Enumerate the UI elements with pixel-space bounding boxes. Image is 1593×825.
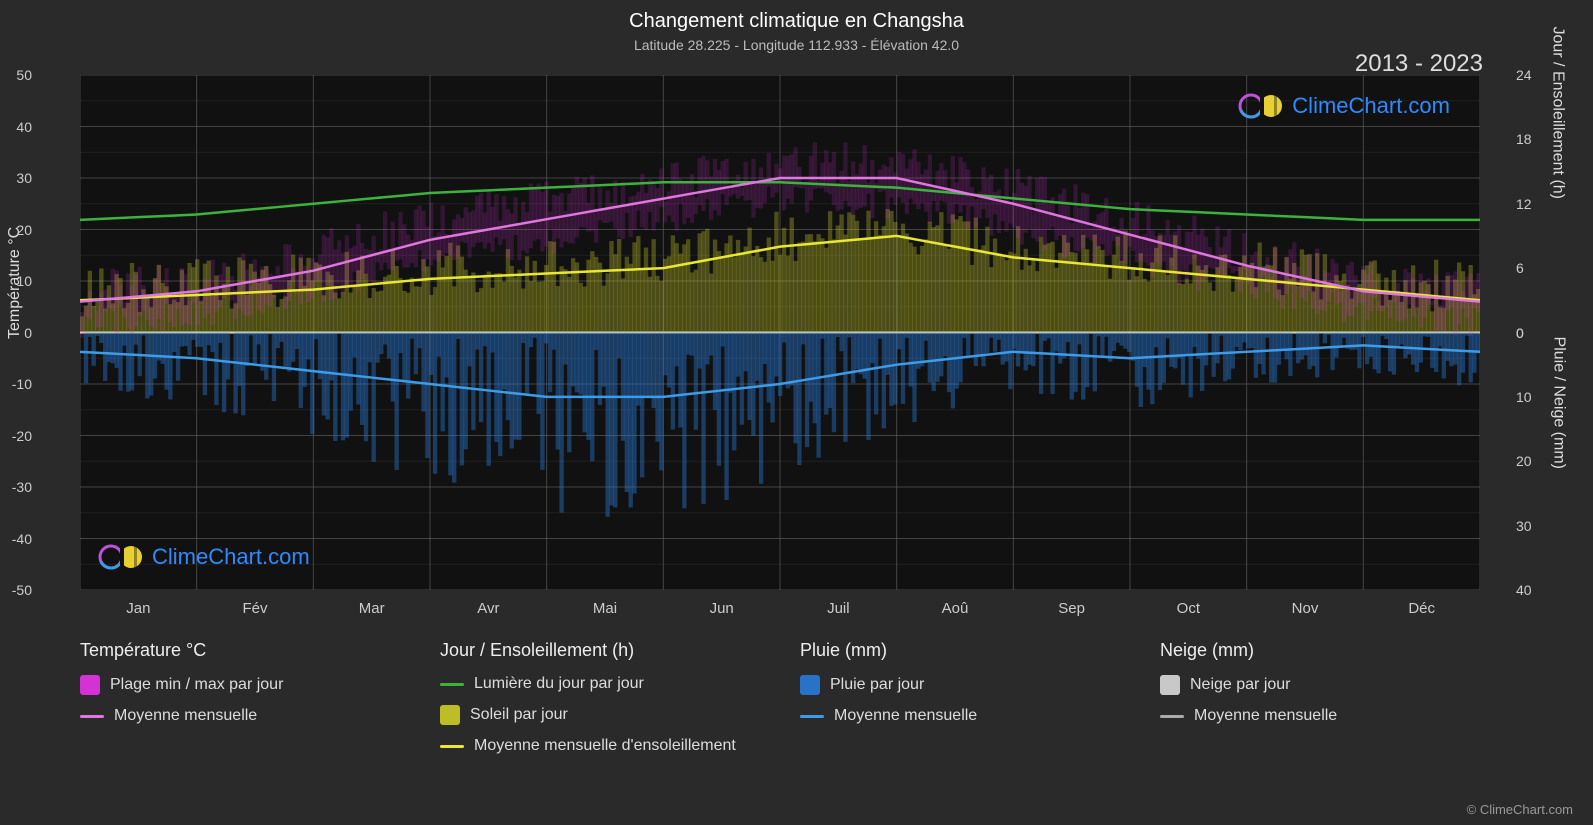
legend-label: Plage min / max par jour	[110, 676, 283, 694]
logo-icon	[98, 544, 148, 570]
legend-item: Moyenne mensuelle	[800, 707, 1120, 725]
chart-svg	[80, 75, 1480, 590]
x-tick: Oct	[1177, 600, 1200, 617]
legend-title: Neige (mm)	[1160, 640, 1480, 661]
y-tick-right-top: 6	[1516, 260, 1524, 276]
x-axis: Jan Fév Mar Avr Mai Jun Juil Aoû Sep Oct Nov Déc	[80, 600, 1480, 620]
logo-bottom: ClimeChart.com	[98, 544, 310, 570]
legend-item: Moyenne mensuelle d'ensoleillement	[440, 737, 760, 755]
x-tick: Sep	[1058, 600, 1085, 617]
legend-item: Soleil par jour	[440, 705, 760, 725]
y-axis-right-bottom-label: Pluie / Neige (mm)	[1549, 337, 1567, 469]
legend-swatch	[440, 745, 464, 748]
year-range: 2013 - 2023	[1355, 50, 1483, 78]
y-axis-right-top-label: Jour / Ensoleillement (h)	[1549, 26, 1567, 199]
legend: Température °C Plage min / max par jour Mo…	[80, 640, 1480, 767]
legend-label: Moyenne mensuelle d'ensoleillement	[474, 737, 736, 755]
y-tick-left: -20	[12, 428, 32, 444]
legend-swatch	[440, 683, 464, 686]
legend-label: Moyenne mensuelle	[1194, 707, 1337, 725]
legend-title: Jour / Ensoleillement (h)	[440, 640, 760, 661]
legend-column: Neige (mm) Neige par jour Moyenne mensuell…	[1160, 640, 1480, 767]
chart-title: Changement climatique en Changsha	[0, 0, 1593, 33]
legend-swatch	[1160, 675, 1180, 695]
x-tick: Avr	[477, 600, 499, 617]
x-tick: Nov	[1292, 600, 1319, 617]
legend-item: Neige par jour	[1160, 675, 1480, 695]
legend-column: Jour / Ensoleillement (h) Lumière du jour…	[440, 640, 760, 767]
x-tick: Mar	[359, 600, 385, 617]
x-tick: Jan	[126, 600, 150, 617]
legend-title: Température °C	[80, 640, 400, 661]
y-tick-right-bottom: 40	[1516, 582, 1532, 598]
legend-label: Pluie par jour	[830, 676, 924, 694]
x-tick: Juil	[827, 600, 850, 617]
logo-text: ClimeChart.com	[1292, 93, 1450, 119]
y-tick-right-top: 12	[1516, 196, 1532, 212]
y-tick-right-top: 18	[1516, 131, 1532, 147]
legend-label: Moyenne mensuelle	[834, 707, 977, 725]
y-tick-right-bottom: 20	[1516, 453, 1532, 469]
y-tick-left: 40	[16, 119, 32, 135]
legend-column: Température °C Plage min / max par jour Mo…	[80, 640, 400, 767]
y-tick-left: 50	[16, 67, 32, 83]
watermark: © ClimeChart.com	[1467, 802, 1573, 817]
legend-swatch	[800, 715, 824, 718]
legend-item: Pluie par jour	[800, 675, 1120, 695]
y-tick-right-top: 24	[1516, 67, 1532, 83]
y-tick-left: 10	[16, 273, 32, 289]
legend-label: Neige par jour	[1190, 676, 1291, 694]
legend-title: Pluie (mm)	[800, 640, 1120, 661]
legend-label: Moyenne mensuelle	[114, 707, 257, 725]
y-tick-right-bottom: 10	[1516, 389, 1532, 405]
y-tick-left: 0	[24, 325, 32, 341]
y-tick-left: -50	[12, 582, 32, 598]
legend-swatch	[80, 675, 100, 695]
logo-top: ClimeChart.com	[1238, 93, 1450, 119]
logo-icon	[1238, 93, 1288, 119]
logo-text: ClimeChart.com	[152, 544, 310, 570]
legend-swatch	[1160, 715, 1184, 718]
x-tick: Aoû	[942, 600, 969, 617]
y-tick-right-bottom: 30	[1516, 518, 1532, 534]
y-tick-left: -10	[12, 376, 32, 392]
chart-plot-area: ClimeChart.com ClimeChart.com	[80, 75, 1480, 590]
legend-column: Pluie (mm) Pluie par jour Moyenne mensuell…	[800, 640, 1120, 767]
legend-label: Lumière du jour par jour	[474, 675, 644, 693]
legend-swatch	[800, 675, 820, 695]
x-tick: Jun	[710, 600, 734, 617]
legend-item: Lumière du jour par jour	[440, 675, 760, 693]
y-tick-right-bottom: 0	[1516, 325, 1524, 341]
legend-label: Soleil par jour	[470, 706, 568, 724]
legend-item: Moyenne mensuelle	[1160, 707, 1480, 725]
legend-item: Moyenne mensuelle	[80, 707, 400, 725]
legend-item: Plage min / max par jour	[80, 675, 400, 695]
y-tick-left: 30	[16, 170, 32, 186]
y-tick-left: -40	[12, 531, 32, 547]
x-tick: Mai	[593, 600, 617, 617]
legend-swatch	[80, 715, 104, 718]
x-tick: Fév	[242, 600, 267, 617]
y-tick-left: -30	[12, 479, 32, 495]
legend-swatch	[440, 705, 460, 725]
x-tick: Déc	[1408, 600, 1435, 617]
y-tick-left: 20	[16, 222, 32, 238]
